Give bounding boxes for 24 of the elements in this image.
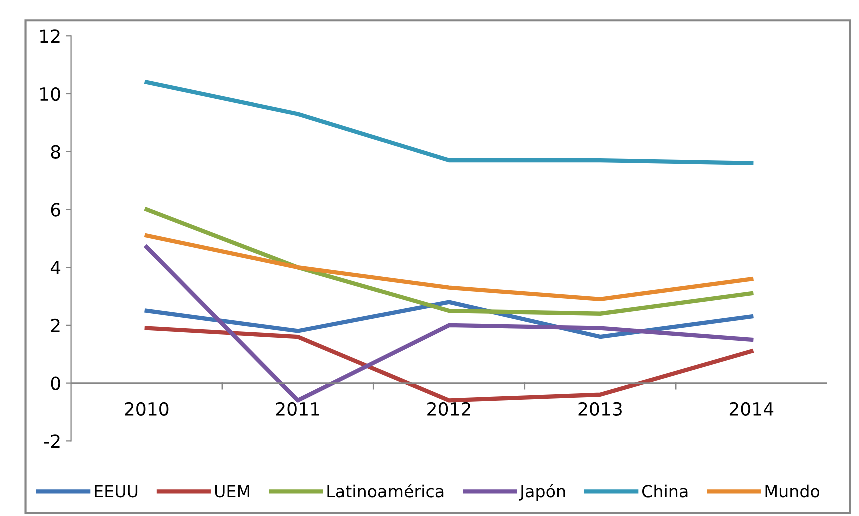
x-tick-label: 2013 <box>578 402 622 416</box>
line-series <box>144 208 754 316</box>
line-series <box>144 80 754 166</box>
legend-label: Japón <box>519 484 566 501</box>
y-tick-label: 12 <box>40 30 60 43</box>
x-tick-label: 2010 <box>125 402 169 416</box>
legend-label: China <box>642 484 688 498</box>
y-tick-label: -2 <box>44 434 60 448</box>
y-tick-label: 8 <box>51 145 60 159</box>
x-tick-label: 2012 <box>428 402 470 416</box>
x-tick-label: 2011 <box>276 402 320 416</box>
y-tick-label: 6 <box>51 203 60 217</box>
line-series <box>144 326 754 403</box>
y-tick-label: 2 <box>51 318 60 332</box>
legend-label: Mundo <box>766 484 820 498</box>
legend-label: EEUU <box>95 485 138 498</box>
line-series <box>144 234 754 302</box>
x-tick-label: 2014 <box>730 402 774 416</box>
line-series <box>144 245 754 403</box>
y-tick-label: 4 <box>50 261 61 274</box>
y-tick-label: 0 <box>51 376 60 390</box>
legend-label: UEM <box>215 485 250 498</box>
y-tick-label: 10 <box>40 87 60 102</box>
legend-label: Latinoamérica <box>328 484 444 498</box>
